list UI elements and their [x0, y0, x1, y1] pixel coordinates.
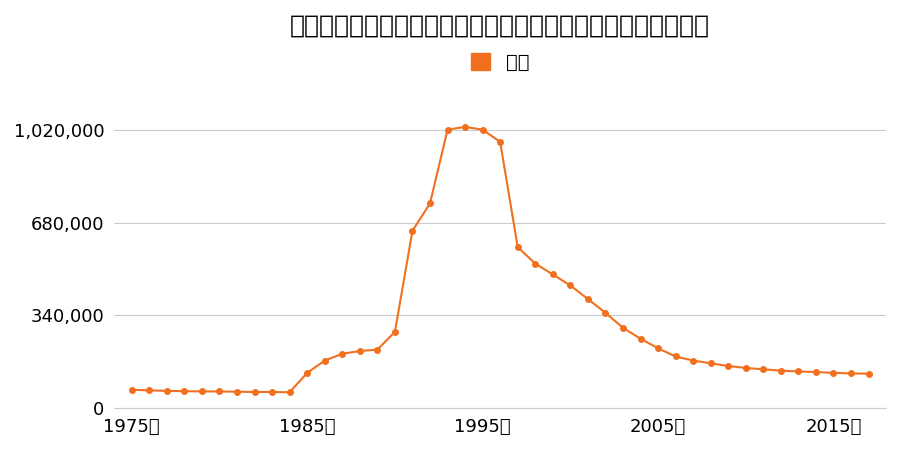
Legend: 価格: 価格 — [464, 45, 537, 80]
Title: 長野県長野市大字粟田字舎利田７４７番６ほか２筆の地価推移: 長野県長野市大字粟田字舎利田７４７番６ほか２筆の地価推移 — [290, 14, 710, 38]
